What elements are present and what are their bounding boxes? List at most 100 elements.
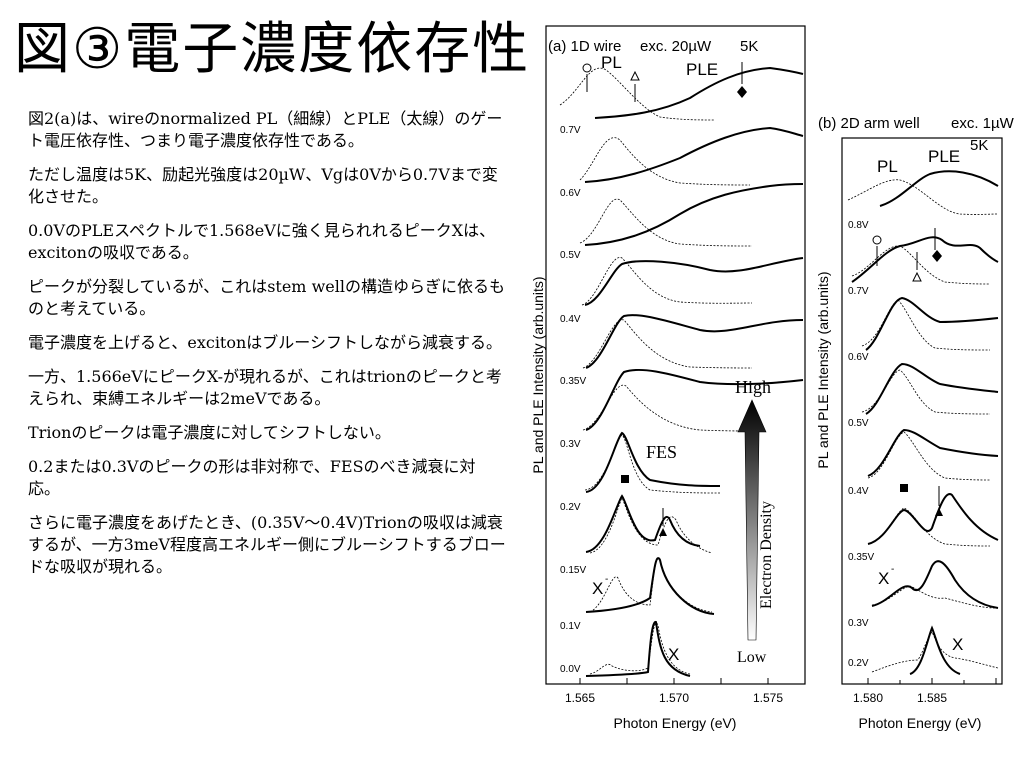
pl-curve [582,319,753,369]
arrow-low-label: Low [737,649,767,666]
ple-curve [871,560,999,609]
x-tick-label: 1.580 [853,691,883,705]
ple-curve [865,362,999,415]
pl-curve [867,507,991,547]
voltage-label: 0.3V [848,618,869,629]
panel-a-ple-label: PLE [686,60,718,79]
trion-superscript: - [605,574,608,585]
pl-curve [581,257,753,306]
paragraph: 一方、1.566eVにピークX-が現れるが、これはtrionのピークと考えられ、… [28,367,502,408]
panel-b-frame [841,137,1003,685]
diamond-marker-icon [932,250,942,262]
x-tick-label: 1.575 [753,691,783,705]
ple-curve [584,183,804,246]
x-axis-label: Photon Energy (eV) [614,715,737,731]
paragraph: ただし温度は5K、励起光強度は20µW、Vgは0Vから0.7Vまで変化させた。 [28,165,498,206]
triangle-filled-marker-icon [935,508,943,516]
voltage-label: 0.1V [560,621,581,632]
ple-curve [867,493,999,545]
pl-curve [579,198,753,247]
triangle-filled-marker-icon [659,528,667,536]
marker-group [582,62,747,536]
voltage-label: 0.4V [560,314,581,325]
panel-b-label: (b) 2D arm well [818,115,920,132]
ple-curve [585,494,701,553]
pl-curve [851,245,991,285]
pl-curve [579,137,751,186]
pl-curve [871,631,999,673]
ple-curve [909,625,961,675]
panel-b-excitation: exc. 1µW [951,115,1015,132]
panel-a-temperature: 5K [740,38,758,55]
pl-curve [867,431,991,481]
pl-curve [582,384,753,432]
ple-curve [585,368,804,431]
trion-label: X [592,579,603,598]
voltage-label: 0.2V [848,658,869,669]
square-marker-icon [900,484,908,492]
square-marker-icon [621,475,629,483]
voltage-label: 0.5V [560,250,581,261]
diamond-marker-icon [737,86,747,98]
panel-b-ple-label: PLE [928,147,960,166]
x-axis-label-b: Photon Energy (eV) [859,715,982,731]
voltage-label: 0.0V [560,664,581,675]
panel-a-pl-label: PL [601,53,622,72]
exciton-label: X [668,645,679,664]
voltage-label: 0.4V [848,486,869,497]
ple-curve [594,66,804,119]
ple-curve [585,314,804,369]
paragraph: 0.0VのPLEスペクトルで1.568eVに強く見られれるピークXは、excit… [28,221,496,262]
voltage-label: 0.35V [560,376,586,387]
voltage-label: 0.5V [848,418,869,429]
voltage-label: 0.2V [560,502,581,513]
paragraph: 図2(a)は、wireのnormalized PL（細線）とPLE（太線）のゲー… [28,109,503,150]
voltage-label: 0.3V [560,439,581,450]
triangle-open-marker-icon [912,271,922,282]
ple-curve [851,236,999,283]
pl-curve [861,299,991,351]
ple-curve [584,257,804,306]
voltage-label: 0.35V [848,552,874,563]
paragraph: 0.2または0.3Vのピークの形は非対称で、FESのべき減衰に対応。 [28,457,476,498]
y-axis-label-b: PL and PLE Intensity (arb.units) [815,271,831,468]
ple-curve [865,296,999,351]
panel-b-temperature: 5K [970,137,988,154]
ple-curve [585,431,721,493]
panel-a-frame [545,25,806,685]
voltage-label: 0.15V [560,565,586,576]
voltage-label: 0.8V [848,220,869,231]
trion-superscript-b: - [891,564,894,575]
x-tick-label: 1.585 [917,691,947,705]
pl-curve [847,179,999,215]
panel-a-label: (a) 1D wire [548,38,621,55]
slide-title: 図③電子濃度依存性 [14,17,531,82]
panel-b-pl-label: PL [877,157,898,176]
paragraph: Trionのピークは電子濃度に対してシフトしない。 [28,423,391,442]
arrow-high-label: High [735,377,771,397]
fes-label: FES [646,442,677,462]
trion-label-b: X [878,569,889,588]
triangle-open-marker-icon [630,70,640,81]
circle-marker-icon [872,235,882,245]
arrow-caption: Electron Density [758,501,775,609]
paragraph: さらに電子濃度をあげたとき、(0.35V～0.4V)Trionの吸収は減衰するが… [28,513,506,576]
ple-curve [867,428,999,477]
ple-curve [585,557,715,615]
ple-curve [585,620,691,677]
circle-marker-icon [582,63,592,73]
voltage-label: 0.7V [560,125,581,136]
pl-curve [559,67,716,121]
y-axis-label: PL and PLE Intensity (arb.units) [530,276,546,473]
panel-a-excitation: exc. 20µW [640,38,712,55]
x-tick-label: 1.570 [659,691,689,705]
marker-group-b [872,228,943,516]
voltage-label: 0.7V [848,286,869,297]
slide-body: 図2(a)は、wireのnormalized PL（細線）とPLE（太線）のゲー… [28,108,506,590]
ple-curve [879,170,999,207]
electron-density-arrow-icon [737,399,767,641]
exciton-label-b: X [952,635,963,654]
x-tick-label: 1.565 [565,691,595,705]
pl-curve [871,585,996,609]
